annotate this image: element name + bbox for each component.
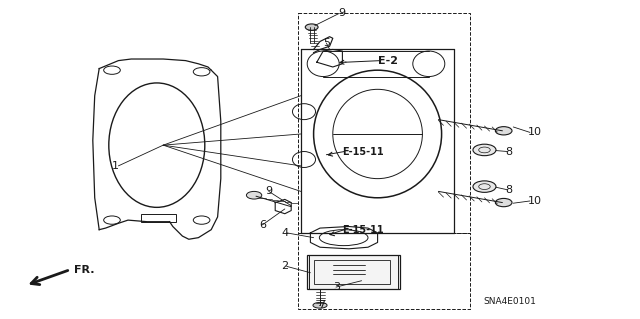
Ellipse shape [473,181,496,192]
Text: 10: 10 [528,127,542,137]
Text: 8: 8 [506,185,513,195]
Bar [141,214,176,222]
Text: E-15-11: E-15-11 [342,225,384,235]
Bar [298,13,470,233]
Text: 7: 7 [318,300,325,310]
Ellipse shape [495,127,512,135]
Ellipse shape [473,144,496,156]
Ellipse shape [495,198,512,207]
Bar [307,255,400,289]
Text: E-15-11: E-15-11 [342,146,384,157]
Text: FR.: FR. [74,264,94,275]
Text: 1: 1 [112,161,119,171]
Text: 9: 9 [266,186,273,197]
Text: 4: 4 [282,228,289,238]
Text: 6: 6 [259,220,266,230]
Ellipse shape [313,302,327,308]
Text: 2: 2 [282,261,289,271]
Text: SNA4E0101: SNA4E0101 [483,297,536,306]
Text: 9: 9 [338,8,345,19]
Text: 10: 10 [528,196,542,206]
Ellipse shape [305,24,318,30]
Text: E-2: E-2 [378,56,397,66]
Text: 5: 5 [323,38,330,48]
Bar [314,260,390,284]
Ellipse shape [246,191,262,199]
Bar [298,233,470,309]
Text: 8: 8 [506,146,513,157]
Text: 3: 3 [333,282,340,292]
